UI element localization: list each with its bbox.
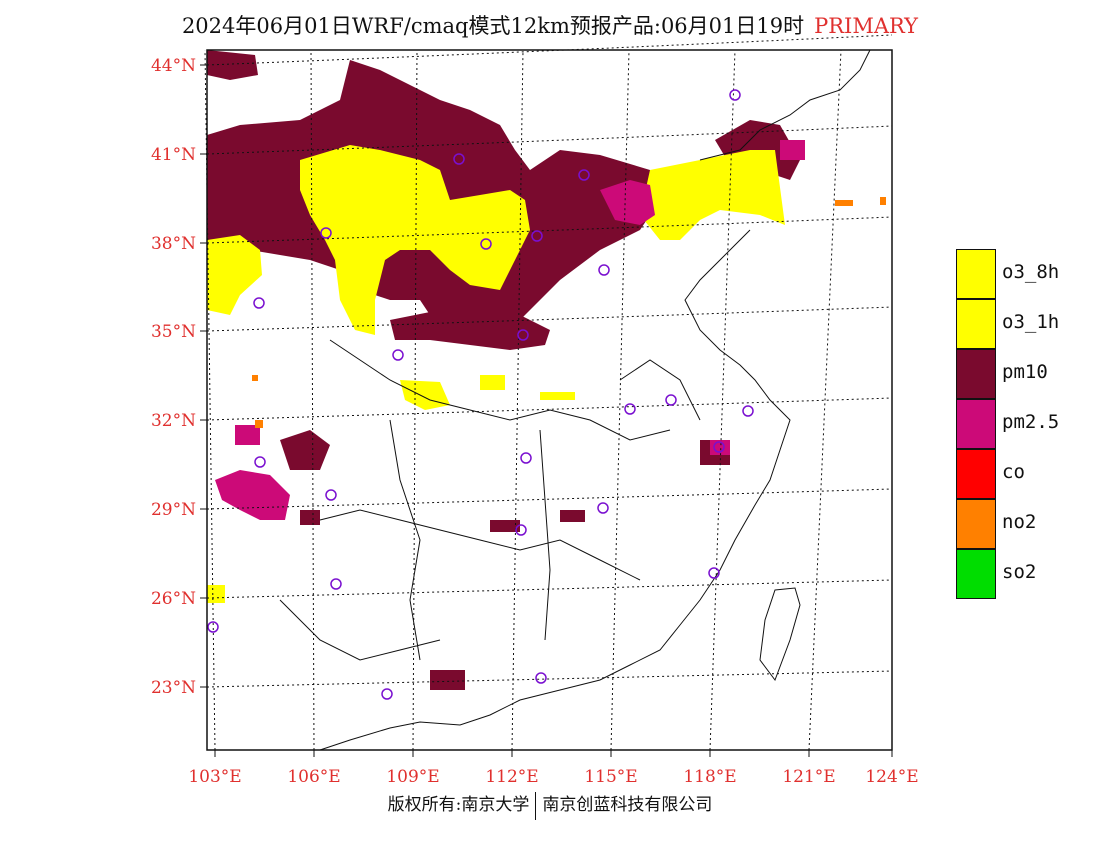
graticule-meridian xyxy=(310,49,315,751)
legend-label: pm10 xyxy=(1002,361,1048,383)
legend-item: pm2.5 xyxy=(956,399,1086,449)
lon-tick-label: 109°E xyxy=(386,767,439,787)
lat-tick-label: 38°N xyxy=(151,234,196,254)
lon-tick-label: 124°E xyxy=(865,767,918,787)
station-marker xyxy=(598,264,610,276)
legend-label: so2 xyxy=(1002,561,1037,583)
lon-tick-label: 115°E xyxy=(584,767,637,787)
lat-tick-label: 29°N xyxy=(151,500,196,520)
station-marker xyxy=(597,502,609,514)
primary-tag: PRIMARY xyxy=(814,14,919,38)
pm25-region-sw xyxy=(215,470,290,520)
lat-tick-label: 23°N xyxy=(151,678,196,698)
boundaries xyxy=(279,49,871,751)
station-marker xyxy=(665,394,677,406)
graticule-meridian xyxy=(808,49,842,751)
longitude-axis: 103°E 106°E 109°E 112°E 115°E 118°E 121°E 124°E xyxy=(188,750,919,787)
copyright-footer: 版权所有:南京大学 南京创蓝科技有限公司 xyxy=(0,790,1100,820)
station-marker xyxy=(520,452,532,464)
legend-label: pm2.5 xyxy=(1002,411,1060,433)
station-marker xyxy=(515,524,527,536)
legend-swatch xyxy=(956,249,996,299)
legend: o3_8h o3_1h pm10 pm2.5 co no2 so2 xyxy=(956,249,1086,599)
station-marker xyxy=(624,403,636,415)
legend-label: no2 xyxy=(1002,511,1037,533)
legend-item: pm10 xyxy=(956,349,1086,399)
station-marker xyxy=(531,230,543,242)
lon-tick-label: 103°E xyxy=(188,767,241,787)
station-marker xyxy=(330,578,342,590)
station-marker xyxy=(254,456,266,468)
lat-tick-label: 32°N xyxy=(151,411,196,431)
pm25-region-n xyxy=(600,180,655,225)
pm25-regions xyxy=(215,140,805,520)
pm10-region-sw xyxy=(280,430,330,470)
footer-separator xyxy=(535,791,537,820)
lat-tick-label: 35°N xyxy=(151,322,196,342)
station-marker xyxy=(578,169,590,181)
station-marker xyxy=(453,153,465,165)
station-marker xyxy=(517,329,529,341)
graticule-meridian xyxy=(610,49,630,751)
pm10-region-central xyxy=(390,310,550,350)
taiwan-outline xyxy=(759,587,801,682)
stations xyxy=(207,89,754,700)
station-marker xyxy=(480,238,492,250)
pm10-region-northwest xyxy=(207,50,258,80)
legend-swatch xyxy=(956,499,996,549)
legend-item: o3_8h xyxy=(956,249,1086,299)
lon-tick-label: 118°E xyxy=(683,767,736,787)
coastline xyxy=(319,49,871,751)
station-marker xyxy=(381,688,393,700)
map-title: 2024年06月01日WRF/cmaq模式12km预报产品:06月01日19时 P… xyxy=(0,10,1100,40)
legend-swatch xyxy=(956,349,996,399)
graticule-meridian xyxy=(511,49,524,751)
lat-tick-label: 26°N xyxy=(151,589,196,609)
lon-tick-label: 106°E xyxy=(287,767,340,787)
map-frame xyxy=(206,49,893,751)
station-marker xyxy=(708,567,720,579)
lat-tick-label: 41°N xyxy=(151,145,196,165)
graticule-meridian xyxy=(709,49,736,751)
lon-tick-label: 112°E xyxy=(485,767,538,787)
station-marker xyxy=(325,489,337,501)
legend-item: so2 xyxy=(956,549,1086,599)
o3-region-main xyxy=(300,145,530,335)
legend-item: o3_1h xyxy=(956,299,1086,349)
no2-points xyxy=(252,197,886,428)
station-marker xyxy=(713,441,725,453)
o3-region-small1 xyxy=(400,380,450,410)
legend-label: o3_8h xyxy=(1002,261,1060,283)
station-marker xyxy=(207,621,219,633)
title-text: 2024年06月01日WRF/cmaq模式12km预报产品:06月01日19时 xyxy=(181,14,805,38)
legend-swatch xyxy=(956,549,996,599)
graticule-meridian xyxy=(412,49,418,751)
station-marker xyxy=(742,405,754,417)
station-marker xyxy=(320,227,332,239)
station-marker xyxy=(253,297,265,309)
station-marker xyxy=(535,672,547,684)
lon-tick-label: 121°E xyxy=(782,767,835,787)
latitude-axis: 44°N 41°N 38°N 35°N 32°N 29°N 26°N 23°N xyxy=(151,56,207,698)
o3-region-ne xyxy=(640,150,785,240)
copyright-left: 版权所有:南京大学 xyxy=(387,795,530,815)
legend-label: co xyxy=(1002,461,1025,483)
o3-regions xyxy=(207,145,785,603)
legend-swatch xyxy=(956,449,996,499)
legend-item: no2 xyxy=(956,499,1086,549)
station-marker xyxy=(729,89,741,101)
legend-label: o3_1h xyxy=(1002,311,1060,333)
legend-item: co xyxy=(956,449,1086,499)
province-lines xyxy=(279,339,701,661)
station-marker xyxy=(392,349,404,361)
copyright-right: 南京创蓝科技有限公司 xyxy=(542,795,713,815)
lat-tick-label: 44°N xyxy=(151,56,196,76)
o3-region-west xyxy=(207,235,262,315)
legend-swatch xyxy=(956,299,996,349)
legend-swatch xyxy=(956,399,996,449)
